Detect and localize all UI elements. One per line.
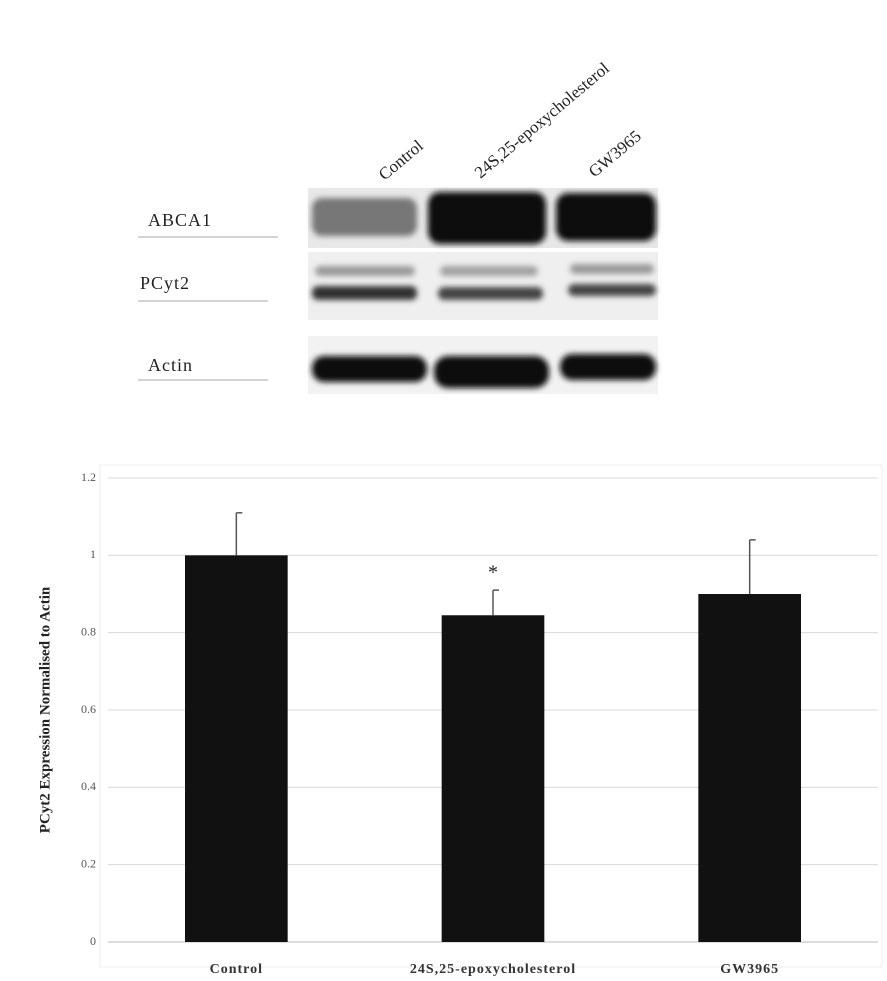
bar [442,615,545,942]
y-tick-label: 0 [90,934,96,948]
bar [185,555,288,942]
y-axis-label: PCyt2 Expression Normalised to Actin [37,586,53,833]
western-blot [138,188,658,394]
y-tick-label: 0.4 [81,779,96,793]
y-tick-label: 0.8 [81,624,96,638]
y-tick-label: 0.6 [81,702,96,716]
lane-label: Control [375,136,427,184]
x-tick-label: Control [210,962,263,977]
y-tick-label: 0.2 [81,856,96,870]
row-label: Actin [148,355,193,375]
bar [698,594,801,942]
y-tick-label: 1.2 [81,470,96,484]
x-tick-label: GW3965 [720,962,779,977]
x-tick-label: 24S,25-epoxycholesterol [410,962,576,977]
significance-marker: * [488,562,498,584]
row-label: ABCA1 [148,210,212,230]
y-tick-label: 1 [90,547,96,561]
lane-label: GW3965 [585,126,645,181]
row-label: PCyt2 [140,273,190,293]
figure: Control 24S,25-epoxycholesterol GW3965 A… [0,0,887,981]
